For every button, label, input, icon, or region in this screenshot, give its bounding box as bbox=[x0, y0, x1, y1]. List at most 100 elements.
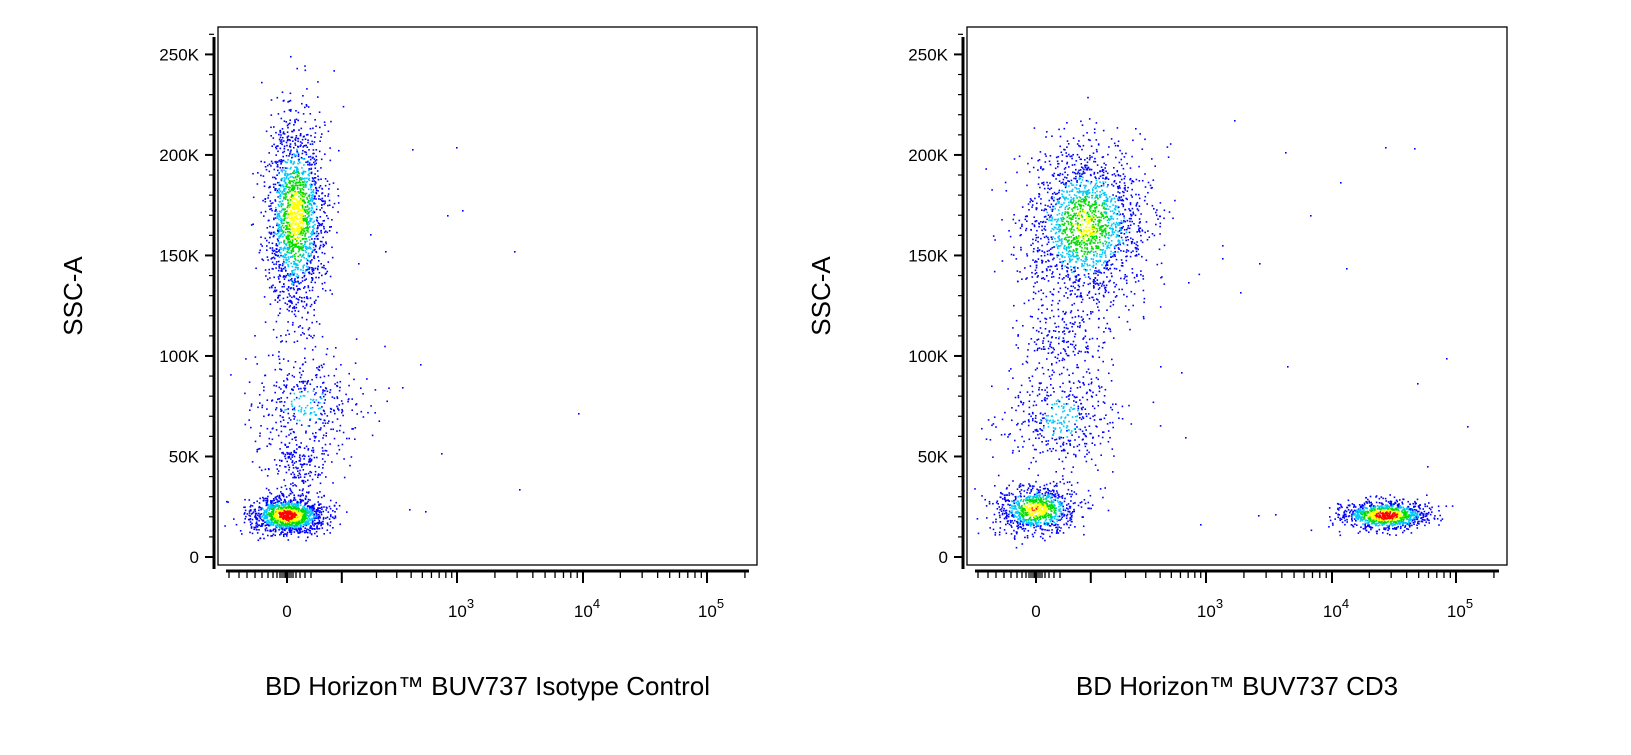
event-dot bbox=[299, 524, 301, 527]
event-dot bbox=[303, 181, 305, 184]
event-dot bbox=[321, 527, 324, 529]
event-dot bbox=[281, 494, 284, 497]
event-dot bbox=[302, 508, 304, 511]
event-dot bbox=[275, 429, 278, 431]
event-dot bbox=[257, 539, 260, 542]
event-dot bbox=[296, 178, 298, 181]
event-dot bbox=[287, 238, 289, 241]
event-dot bbox=[313, 302, 316, 304]
event-dot bbox=[294, 268, 297, 271]
event-dot bbox=[297, 210, 300, 212]
event-dot bbox=[314, 203, 317, 205]
event-dot bbox=[291, 438, 294, 441]
event-dot bbox=[268, 152, 270, 154]
event-dot bbox=[323, 402, 326, 404]
event-dot bbox=[303, 413, 305, 416]
event-dot bbox=[1384, 507, 1386, 510]
event-dot bbox=[310, 194, 313, 197]
event-dot bbox=[250, 527, 253, 529]
event-dot bbox=[324, 390, 326, 392]
event-dot bbox=[335, 508, 338, 510]
event-dot bbox=[267, 534, 269, 537]
event-dot bbox=[1057, 524, 1059, 526]
event-dot bbox=[284, 196, 286, 199]
event-dot bbox=[1019, 500, 1022, 502]
event-dot bbox=[287, 221, 290, 224]
event-dot bbox=[251, 461, 254, 463]
event-dot bbox=[301, 221, 304, 223]
event-dot bbox=[285, 526, 287, 528]
event-dot bbox=[252, 172, 254, 175]
event-dot bbox=[324, 202, 326, 204]
event-dot bbox=[279, 197, 281, 200]
event-dot bbox=[1045, 491, 1048, 493]
event-dot bbox=[289, 527, 292, 529]
event-dot bbox=[289, 232, 291, 234]
event-dot bbox=[277, 502, 280, 504]
event-dot bbox=[331, 396, 334, 398]
event-dot bbox=[1022, 522, 1025, 525]
event-dot bbox=[302, 245, 305, 247]
event-dot bbox=[309, 297, 312, 299]
event-dot bbox=[1019, 518, 1022, 520]
event-dot bbox=[315, 125, 317, 127]
event-dot bbox=[286, 526, 289, 529]
event-dot bbox=[307, 271, 310, 274]
event-dot bbox=[317, 222, 320, 224]
event-dot bbox=[309, 220, 311, 222]
event-dot bbox=[284, 215, 286, 218]
event-dot bbox=[1051, 506, 1054, 508]
event-dot bbox=[279, 368, 281, 370]
event-dot bbox=[1062, 512, 1065, 515]
event-dot bbox=[284, 246, 286, 249]
event-dot bbox=[230, 374, 232, 376]
event-dot bbox=[1033, 531, 1036, 534]
event-dot bbox=[308, 508, 311, 511]
event-dot bbox=[294, 415, 296, 418]
event-dot bbox=[1036, 510, 1039, 513]
event-dot bbox=[244, 512, 246, 514]
event-dot bbox=[1073, 491, 1076, 493]
event-dot bbox=[293, 451, 296, 454]
event-dot bbox=[280, 159, 283, 161]
event-dot bbox=[1009, 507, 1011, 509]
event-dot bbox=[274, 502, 277, 504]
event-dot bbox=[285, 334, 287, 336]
event-dot bbox=[289, 168, 292, 170]
event-dot bbox=[282, 495, 285, 498]
event-dot bbox=[302, 380, 305, 383]
event-dot bbox=[1008, 492, 1010, 494]
event-dot bbox=[326, 507, 328, 509]
event-dot bbox=[345, 393, 347, 396]
event-dot bbox=[309, 438, 311, 440]
event-dot bbox=[317, 418, 320, 420]
event-dot bbox=[295, 516, 297, 519]
event-dot bbox=[303, 230, 305, 232]
event-dot bbox=[295, 110, 297, 112]
event-dot bbox=[311, 200, 313, 203]
event-dot bbox=[288, 518, 291, 520]
event-dot bbox=[291, 232, 293, 235]
event-dot bbox=[281, 527, 283, 530]
event-dot bbox=[292, 206, 294, 208]
event-dot bbox=[1021, 484, 1024, 487]
event-dot bbox=[339, 380, 342, 383]
event-dot bbox=[262, 508, 264, 510]
event-dot bbox=[1042, 537, 1044, 540]
event-dot bbox=[294, 138, 296, 141]
event-dot bbox=[328, 420, 330, 422]
event-dot bbox=[317, 407, 320, 410]
event-dot bbox=[281, 507, 283, 509]
event-dot bbox=[284, 516, 287, 519]
event-dot bbox=[278, 265, 280, 268]
event-dot bbox=[1015, 511, 1018, 513]
event-dot bbox=[309, 203, 312, 205]
event-dot bbox=[282, 235, 284, 238]
event-dot bbox=[297, 474, 299, 477]
event-dot bbox=[289, 392, 292, 395]
event-dot bbox=[1016, 512, 1019, 514]
event-dot bbox=[279, 521, 282, 524]
event-dot bbox=[1025, 514, 1028, 517]
event-dot bbox=[309, 532, 311, 534]
event-dot bbox=[270, 519, 273, 522]
